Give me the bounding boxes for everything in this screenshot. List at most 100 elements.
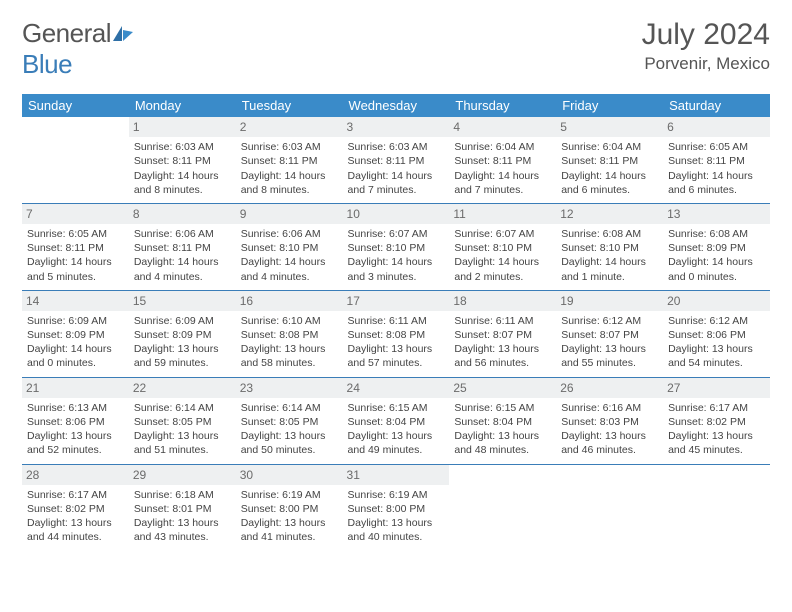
sunrise-text: Sunrise: 6:15 AM	[348, 401, 445, 415]
day-number: 10	[343, 204, 450, 224]
day-info: Sunrise: 6:03 AMSunset: 8:11 PMDaylight:…	[240, 140, 339, 197]
daylight-text: Daylight: 13 hours and 55 minutes.	[561, 342, 658, 370]
day-number: 20	[663, 291, 770, 311]
daylight-text: Daylight: 13 hours and 44 minutes.	[27, 516, 124, 544]
title-block: July 2024 Porvenir, Mexico	[642, 18, 770, 74]
daylight-text: Daylight: 14 hours and 6 minutes.	[668, 169, 765, 197]
sunset-text: Sunset: 8:10 PM	[348, 241, 445, 255]
brand-part1: General	[22, 18, 111, 48]
daylight-text: Daylight: 13 hours and 45 minutes.	[668, 429, 765, 457]
calendar-cell: 26Sunrise: 6:16 AMSunset: 8:03 PMDayligh…	[556, 377, 663, 464]
sunrise-text: Sunrise: 6:05 AM	[27, 227, 124, 241]
daylight-text: Daylight: 13 hours and 41 minutes.	[241, 516, 338, 544]
day-number: 27	[663, 378, 770, 398]
daylight-text: Daylight: 13 hours and 49 minutes.	[348, 429, 445, 457]
day-info: Sunrise: 6:15 AMSunset: 8:04 PMDaylight:…	[453, 401, 552, 458]
day-number: 14	[22, 291, 129, 311]
calendar-cell: 15Sunrise: 6:09 AMSunset: 8:09 PMDayligh…	[129, 290, 236, 377]
sunset-text: Sunset: 8:08 PM	[241, 328, 338, 342]
sunset-text: Sunset: 8:04 PM	[454, 415, 551, 429]
daylight-text: Daylight: 14 hours and 7 minutes.	[454, 169, 551, 197]
calendar-table: Sunday Monday Tuesday Wednesday Thursday…	[22, 94, 770, 550]
calendar-cell: 9 Sunrise: 6:06 AMSunset: 8:10 PMDaylight…	[236, 203, 343, 290]
daylight-text: Daylight: 14 hours and 4 minutes.	[134, 255, 231, 283]
sunset-text: Sunset: 8:03 PM	[561, 415, 658, 429]
calendar-cell: 12Sunrise: 6:08 AMSunset: 8:10 PMDayligh…	[556, 203, 663, 290]
sunrise-text: Sunrise: 6:15 AM	[454, 401, 551, 415]
day-number: 9	[236, 204, 343, 224]
sunset-text: Sunset: 8:07 PM	[454, 328, 551, 342]
sunset-text: Sunset: 8:01 PM	[134, 502, 231, 516]
sunrise-text: Sunrise: 6:04 AM	[454, 140, 551, 154]
sunrise-text: Sunrise: 6:14 AM	[134, 401, 231, 415]
calendar-cell: 19Sunrise: 6:12 AMSunset: 8:07 PMDayligh…	[556, 290, 663, 377]
day-info: Sunrise: 6:17 AMSunset: 8:02 PMDaylight:…	[667, 401, 766, 458]
day-info: Sunrise: 6:08 AMSunset: 8:09 PMDaylight:…	[667, 227, 766, 284]
daylight-text: Daylight: 14 hours and 0 minutes.	[668, 255, 765, 283]
daylight-text: Daylight: 14 hours and 4 minutes.	[241, 255, 338, 283]
day-number: 19	[556, 291, 663, 311]
sunrise-text: Sunrise: 6:11 AM	[348, 314, 445, 328]
calendar-cell	[22, 117, 129, 203]
sunrise-text: Sunrise: 6:07 AM	[348, 227, 445, 241]
sunset-text: Sunset: 8:11 PM	[134, 241, 231, 255]
sunset-text: Sunset: 8:11 PM	[454, 154, 551, 168]
month-title: July 2024	[642, 18, 770, 52]
daylight-text: Daylight: 13 hours and 58 minutes.	[241, 342, 338, 370]
calendar-week-row: 21Sunrise: 6:13 AMSunset: 8:06 PMDayligh…	[22, 377, 770, 464]
sunrise-text: Sunrise: 6:06 AM	[134, 227, 231, 241]
day-header: Saturday	[663, 94, 770, 117]
daylight-text: Daylight: 14 hours and 3 minutes.	[348, 255, 445, 283]
brand-part2: Blue	[22, 49, 72, 79]
day-number: 13	[663, 204, 770, 224]
day-info: Sunrise: 6:14 AMSunset: 8:05 PMDaylight:…	[240, 401, 339, 458]
sunrise-text: Sunrise: 6:05 AM	[668, 140, 765, 154]
calendar-cell: 3Sunrise: 6:03 AMSunset: 8:11 PMDaylight…	[343, 117, 450, 203]
calendar-cell: 21Sunrise: 6:13 AMSunset: 8:06 PMDayligh…	[22, 377, 129, 464]
daylight-text: Daylight: 13 hours and 48 minutes.	[454, 429, 551, 457]
sunrise-text: Sunrise: 6:14 AM	[241, 401, 338, 415]
day-info: Sunrise: 6:11 AMSunset: 8:08 PMDaylight:…	[347, 314, 446, 371]
day-number: 6	[663, 117, 770, 137]
sunset-text: Sunset: 8:02 PM	[27, 502, 124, 516]
day-number: 11	[449, 204, 556, 224]
daylight-text: Daylight: 13 hours and 54 minutes.	[668, 342, 765, 370]
daylight-text: Daylight: 13 hours and 59 minutes.	[134, 342, 231, 370]
sunset-text: Sunset: 8:09 PM	[134, 328, 231, 342]
day-header-row: Sunday Monday Tuesday Wednesday Thursday…	[22, 94, 770, 117]
calendar-cell: 14 Sunrise: 6:09 AMSunset: 8:09 PMDayligh…	[22, 290, 129, 377]
logo-sail-icon	[112, 18, 134, 49]
daylight-text: Daylight: 14 hours and 1 minute.	[561, 255, 658, 283]
day-number: 25	[449, 378, 556, 398]
sunset-text: Sunset: 8:11 PM	[134, 154, 231, 168]
day-number: 24	[343, 378, 450, 398]
day-number: 7	[22, 204, 129, 224]
sunrise-text: Sunrise: 6:12 AM	[561, 314, 658, 328]
calendar-cell	[449, 464, 556, 550]
daylight-text: Daylight: 14 hours and 7 minutes.	[348, 169, 445, 197]
calendar-cell: 30Sunrise: 6:19 AMSunset: 8:00 PMDayligh…	[236, 464, 343, 550]
day-info: Sunrise: 6:06 AMSunset: 8:10 PMDaylight:…	[240, 227, 339, 284]
calendar-body: 1Sunrise: 6:03 AMSunset: 8:11 PMDaylight…	[22, 117, 770, 550]
sunset-text: Sunset: 8:11 PM	[668, 154, 765, 168]
day-number: 26	[556, 378, 663, 398]
day-info: Sunrise: 6:04 AMSunset: 8:11 PMDaylight:…	[453, 140, 552, 197]
daylight-text: Daylight: 14 hours and 8 minutes.	[241, 169, 338, 197]
daylight-text: Daylight: 13 hours and 57 minutes.	[348, 342, 445, 370]
day-info: Sunrise: 6:07 AMSunset: 8:10 PMDaylight:…	[347, 227, 446, 284]
sunrise-text: Sunrise: 6:04 AM	[561, 140, 658, 154]
calendar-week-row: 28Sunrise: 6:17 AMSunset: 8:02 PMDayligh…	[22, 464, 770, 550]
sunrise-text: Sunrise: 6:03 AM	[348, 140, 445, 154]
calendar-cell: 10 Sunrise: 6:07 AMSunset: 8:10 PMDayligh…	[343, 203, 450, 290]
day-header: Friday	[556, 94, 663, 117]
sunrise-text: Sunrise: 6:07 AM	[454, 227, 551, 241]
calendar-cell: 27 Sunrise: 6:17 AMSunset: 8:02 PMDayligh…	[663, 377, 770, 464]
sunset-text: Sunset: 8:05 PM	[241, 415, 338, 429]
day-number: 22	[129, 378, 236, 398]
sunset-text: Sunset: 8:10 PM	[454, 241, 551, 255]
sunrise-text: Sunrise: 6:08 AM	[668, 227, 765, 241]
day-info: Sunrise: 6:19 AMSunset: 8:00 PMDaylight:…	[347, 488, 446, 545]
daylight-text: Daylight: 13 hours and 43 minutes.	[134, 516, 231, 544]
day-number: 21	[22, 378, 129, 398]
day-info: Sunrise: 6:09 AMSunset: 8:09 PMDaylight:…	[26, 314, 125, 371]
